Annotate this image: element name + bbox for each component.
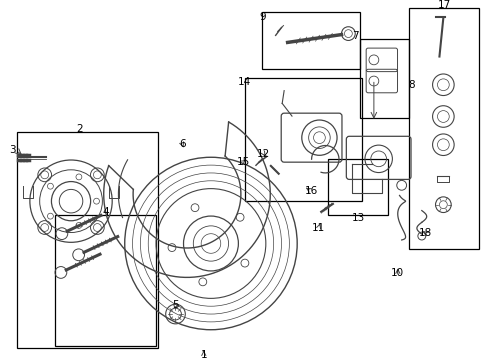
- Text: 11: 11: [311, 222, 325, 233]
- Text: 3: 3: [9, 145, 16, 155]
- Text: 8: 8: [407, 80, 414, 90]
- Text: 6: 6: [179, 139, 185, 149]
- Text: 9: 9: [259, 12, 265, 22]
- Text: 17: 17: [437, 0, 450, 10]
- Text: 10: 10: [390, 269, 404, 279]
- Bar: [55, 215, 156, 346]
- Bar: [360, 39, 408, 118]
- Text: 5: 5: [172, 300, 179, 310]
- Bar: [262, 13, 359, 69]
- Bar: [17, 132, 158, 347]
- Text: 7: 7: [352, 31, 358, 41]
- Text: 4: 4: [102, 207, 109, 217]
- Text: 16: 16: [305, 186, 318, 196]
- Text: 13: 13: [351, 213, 365, 223]
- Bar: [408, 8, 478, 249]
- Bar: [327, 159, 387, 215]
- Text: 12: 12: [257, 149, 270, 158]
- Text: 15: 15: [236, 157, 250, 167]
- Text: 14: 14: [237, 77, 251, 87]
- Text: 18: 18: [418, 228, 431, 238]
- Text: 1: 1: [200, 350, 206, 360]
- Text: 2: 2: [76, 124, 82, 134]
- Bar: [244, 78, 361, 201]
